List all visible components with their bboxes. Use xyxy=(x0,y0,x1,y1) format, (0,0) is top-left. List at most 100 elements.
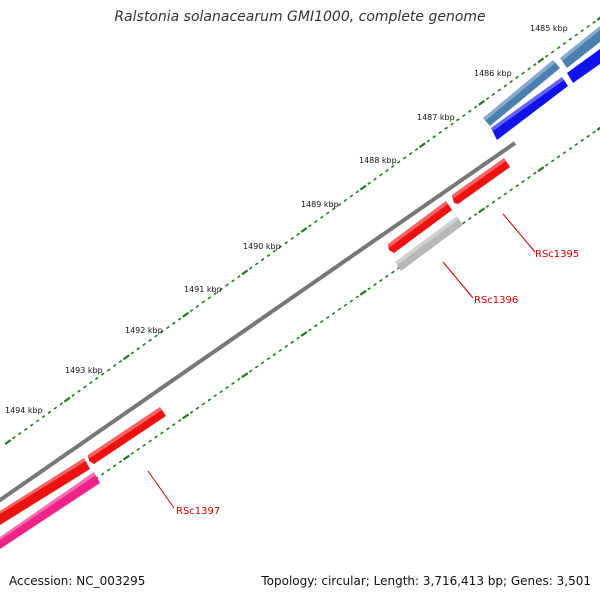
inner-ring-tick xyxy=(331,311,336,315)
inner-ring-tick xyxy=(213,394,217,398)
outer-ring-tick xyxy=(325,211,330,215)
inner-ring-tick xyxy=(300,331,308,337)
gene-steelblue-2[interactable] xyxy=(560,26,600,68)
outer-ring-tick xyxy=(385,169,389,173)
inner-ring-tick xyxy=(278,348,283,353)
outer-ring-tick xyxy=(373,177,377,181)
inner-ring-tick xyxy=(373,282,377,287)
inner-ring-tick xyxy=(544,163,549,167)
inner-ring-tick xyxy=(171,423,176,427)
inner-ring-tick xyxy=(177,418,182,423)
outer-ring-tick xyxy=(59,402,64,406)
kbp-label-1494: 1494 kbp xyxy=(5,406,43,415)
outer-ring-tick xyxy=(47,410,52,414)
outer-ring-tick xyxy=(308,224,312,228)
outer-ring-tick xyxy=(450,122,454,126)
inner-ring-tick xyxy=(509,188,513,192)
outer-ring-tick xyxy=(53,406,58,410)
outer-ring-tick xyxy=(122,354,130,361)
inner-ring-tick xyxy=(106,468,111,472)
inner-ring-tick xyxy=(556,155,561,159)
inner-ring-tick xyxy=(112,464,117,468)
outer-ring-tick xyxy=(241,269,249,276)
outer-ring-tick xyxy=(177,317,182,321)
outer-ring-tick xyxy=(4,439,12,445)
outer-ring-tick xyxy=(71,393,75,397)
outer-ring-tick xyxy=(41,414,46,419)
inner-ring-tick xyxy=(385,274,389,278)
outer-ring-tick xyxy=(367,181,371,185)
inner-ring-tick xyxy=(201,402,206,406)
outer-ring-tick xyxy=(154,334,158,338)
outer-ring-tick xyxy=(248,266,253,270)
outer-ring-tick xyxy=(260,258,265,262)
inner-ring-tick xyxy=(473,212,478,217)
kbp-label-1488: 1488 kbp xyxy=(359,156,397,165)
gene-gray-rsc1396[interactable] xyxy=(395,216,463,271)
inner-ring-tick xyxy=(195,406,200,410)
inner-ring-tick xyxy=(533,171,537,175)
inner-ring-tick xyxy=(290,340,294,344)
gene-red-2[interactable] xyxy=(388,201,452,253)
inner-ring-tick xyxy=(207,398,212,402)
kbp-label-1490: 1490 kbp xyxy=(243,242,281,251)
gene-red-3[interactable] xyxy=(88,407,166,464)
outer-ring-tick xyxy=(391,164,395,168)
outer-ring-tick xyxy=(580,29,584,33)
gene-blue-1[interactable] xyxy=(491,77,568,140)
gene-red-1[interactable] xyxy=(452,158,510,204)
outer-ring-tick xyxy=(592,20,596,24)
inner-ring-tick xyxy=(379,278,383,283)
outer-ring-tick xyxy=(148,338,152,342)
gene-label-rsc1396[interactable]: RSc1396 xyxy=(474,295,518,306)
outer-ring-tick xyxy=(349,194,354,198)
outer-ring-tick xyxy=(201,300,206,304)
gene-steelblue-1[interactable] xyxy=(483,60,560,126)
gene-blue-2[interactable] xyxy=(567,49,600,83)
inner-ring-tick xyxy=(122,454,130,461)
inner-ring-tick xyxy=(166,427,170,431)
inner-ring-tick xyxy=(296,336,300,340)
inner-ring-tick xyxy=(272,353,277,357)
inner-ring-tick xyxy=(359,289,367,296)
outer-ring-tick xyxy=(444,126,448,130)
outer-ring-tick xyxy=(426,139,431,143)
outer-ring-tick xyxy=(438,130,442,135)
inner-ring-tick xyxy=(550,159,555,163)
outer-ring-tick xyxy=(160,330,164,334)
outer-ring-tick xyxy=(290,236,294,241)
inner-ring-tick xyxy=(337,307,342,311)
kbp-label-1487: 1487 kbp xyxy=(417,113,455,122)
outer-ring-tick xyxy=(314,219,318,224)
outer-ring-tick xyxy=(432,135,436,139)
outer-ring-tick xyxy=(284,241,288,245)
outer-ring-tick xyxy=(266,253,271,258)
outer-ring-tick xyxy=(533,63,537,67)
gene-pink-rsc1397[interactable] xyxy=(0,472,100,549)
outer-ring-tick xyxy=(473,105,478,109)
inner-ring-tick xyxy=(142,443,146,447)
outer-ring-tick xyxy=(207,296,212,300)
outer-ring-tick xyxy=(89,381,93,385)
inner-ring-tick xyxy=(596,126,600,131)
inner-ring-tick xyxy=(485,204,490,208)
outer-ring-tick xyxy=(478,99,486,106)
gene-label-rsc1395[interactable]: RSc1395 xyxy=(535,249,579,260)
outer-tick-ring xyxy=(4,16,600,445)
outer-ring-tick xyxy=(343,198,348,202)
outer-ring-tick xyxy=(550,50,555,54)
outer-ring-tick xyxy=(503,84,508,88)
leader-line-rsc1397 xyxy=(147,470,175,509)
inner-ring-tick xyxy=(574,142,579,147)
outer-ring-tick xyxy=(418,142,426,149)
inner-ring-tick xyxy=(130,451,135,456)
outer-ring-tick xyxy=(100,372,105,376)
inner-ring-tick xyxy=(248,369,253,373)
inner-ring-tick xyxy=(515,184,519,188)
outer-ring-tick xyxy=(118,359,123,364)
outer-ring-tick xyxy=(195,304,200,308)
gene-red-4[interactable] xyxy=(0,458,90,525)
outer-ring-tick xyxy=(537,57,545,64)
gene-label-rsc1397[interactable]: RSc1397 xyxy=(176,506,220,517)
